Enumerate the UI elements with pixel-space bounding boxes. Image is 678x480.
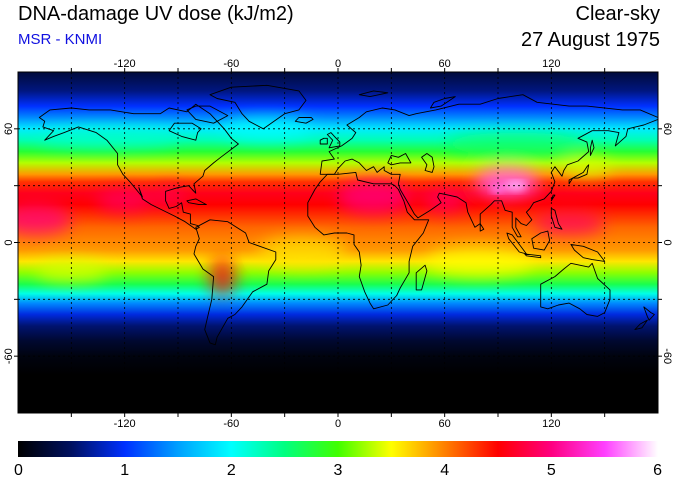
coastline-africa bbox=[307, 171, 430, 310]
coastline-novaya-zemlya bbox=[429, 96, 456, 109]
coastline-philippines bbox=[550, 207, 563, 230]
coastline-sakhalin bbox=[589, 139, 595, 156]
lat-label-right: 0 bbox=[661, 239, 673, 245]
uv-peak-1 bbox=[490, 185, 506, 194]
coastline-cuba bbox=[186, 198, 207, 206]
coastline-taiwan bbox=[550, 194, 556, 202]
coastline-hudson-bay bbox=[168, 122, 202, 141]
uv-region-10 bbox=[444, 132, 587, 156]
lat-label-left: 0 bbox=[3, 239, 15, 245]
credit-label: MSR - KNMI bbox=[18, 31, 103, 48]
coastline-baffin bbox=[186, 105, 229, 124]
colorbar-label: 2 bbox=[227, 462, 236, 479]
colorbar bbox=[18, 441, 658, 457]
colorbar-label: 4 bbox=[440, 462, 449, 479]
lat-label-right: 60 bbox=[661, 123, 673, 135]
uv-peak-0 bbox=[505, 179, 527, 192]
coastline-uk bbox=[326, 132, 341, 149]
lon-label-bottom: -60 bbox=[223, 418, 239, 430]
coastline-black-sea bbox=[387, 153, 412, 166]
colorbar-label: 3 bbox=[334, 462, 343, 479]
coastline-japan bbox=[568, 164, 590, 185]
date-label: 27 August 1975 bbox=[520, 29, 660, 51]
uv-region-12 bbox=[258, 236, 347, 268]
colorbar-label: 5 bbox=[547, 462, 556, 479]
coastline-borneo bbox=[531, 230, 551, 251]
coastline-sumatra bbox=[506, 232, 527, 255]
uv-region-7 bbox=[208, 257, 237, 296]
uv-region-9 bbox=[222, 117, 312, 141]
coastline-europe-asia bbox=[319, 94, 658, 238]
coastline-caspian bbox=[421, 153, 435, 173]
coastline-ireland bbox=[319, 137, 328, 145]
coastline-madagascar bbox=[415, 264, 428, 291]
uv-region-2 bbox=[18, 204, 72, 235]
lon-label-top: -120 bbox=[114, 58, 136, 70]
lon-label-top: 60 bbox=[439, 58, 451, 70]
sky-condition-label: Clear-sky bbox=[575, 3, 660, 25]
uv-region-6 bbox=[423, 189, 466, 213]
colorbar-label: 0 bbox=[14, 462, 23, 479]
lon-label-top: 120 bbox=[542, 58, 560, 70]
uv-region-3 bbox=[96, 189, 154, 213]
colorbar-label: 6 bbox=[653, 462, 662, 479]
uv-region-8 bbox=[35, 128, 178, 148]
lon-label-bottom: 60 bbox=[439, 418, 451, 430]
lon-label-top: 0 bbox=[335, 58, 341, 70]
lon-label-bottom: 0 bbox=[335, 418, 341, 430]
uv-region-0 bbox=[474, 166, 539, 198]
uv-region-13 bbox=[426, 246, 534, 277]
uv-region-5 bbox=[533, 212, 605, 235]
coastline-svalbard bbox=[358, 90, 389, 98]
lat-label-left: 60 bbox=[3, 123, 15, 135]
coastline-sri-lanka bbox=[479, 223, 485, 232]
lon-label-bottom: 120 bbox=[542, 418, 560, 430]
coastline-new-zealand-s bbox=[634, 319, 648, 331]
colorbar-label: 1 bbox=[120, 462, 129, 479]
lon-label-top: -60 bbox=[223, 58, 239, 70]
lat-label-left: -60 bbox=[3, 348, 15, 364]
uv-region-14 bbox=[35, 259, 107, 283]
coastline-java bbox=[524, 253, 542, 259]
coastline-iceland bbox=[294, 117, 314, 124]
coastline-south-america bbox=[193, 219, 277, 346]
coastline-north-america bbox=[38, 103, 239, 230]
map-title: DNA-damage UV dose (kJ/m2) bbox=[18, 3, 294, 25]
lat-label-right: -60 bbox=[661, 348, 673, 364]
coastline-new-zealand-n bbox=[643, 306, 655, 321]
lon-label-bottom: -120 bbox=[114, 418, 136, 430]
coastline-new-guinea bbox=[570, 243, 606, 262]
